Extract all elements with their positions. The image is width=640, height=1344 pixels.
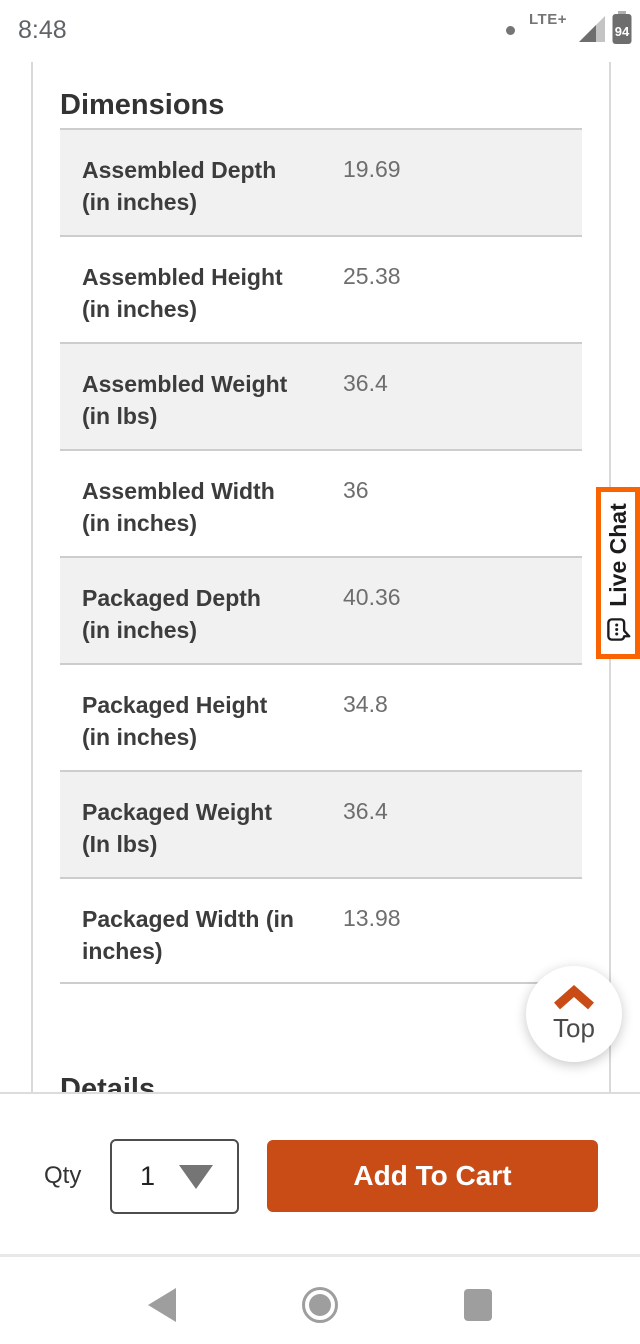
nav-recents-icon[interactable]	[464, 1289, 492, 1321]
live-chat-label: Live Chat	[604, 503, 631, 607]
spec-label: Packaged Height (in inches)	[82, 692, 268, 750]
table-row: Assembled Height (in inches) 25.38	[60, 235, 582, 342]
battery-percent: 94	[615, 24, 630, 39]
clock: 8:48	[18, 16, 67, 44]
table-row: Packaged Weight (In lbs) 36.4	[60, 770, 582, 877]
table-row: Packaged Width (in inches) 13.98	[60, 877, 582, 984]
spec-value: 25.38	[343, 263, 401, 289]
spec-label: Assembled Height (in inches)	[82, 264, 283, 322]
table-row: Packaged Height (in inches) 34.8	[60, 663, 582, 770]
chevron-up-icon	[554, 984, 594, 1009]
network-type-label: LTE+	[529, 11, 567, 28]
spec-label: Packaged Depth (in inches)	[82, 585, 261, 643]
spec-label: Assembled Depth (in inches)	[82, 157, 277, 215]
spec-value: 34.8	[343, 691, 388, 717]
quantity-dropdown[interactable]: 1	[110, 1139, 239, 1214]
dimensions-table: Assembled Depth (in inches) 19.69 Assemb…	[60, 128, 582, 984]
live-chat-button[interactable]: Live Chat	[596, 487, 640, 659]
table-row: Packaged Depth (in inches) 40.36	[60, 556, 582, 663]
battery-icon: 94	[612, 11, 632, 50]
qty-label: Qty	[44, 1162, 82, 1189]
dimensions-heading: Dimensions	[60, 89, 225, 122]
spec-label: Assembled Weight (in lbs)	[82, 371, 288, 429]
content-card-left-border	[31, 62, 33, 1092]
spec-value: 36.4	[343, 370, 388, 396]
spec-label: Packaged Width (in inches)	[82, 906, 294, 964]
nav-back-icon[interactable]	[148, 1288, 176, 1322]
signal-strength-icon	[579, 16, 605, 48]
spec-label: Assembled Width (in inches)	[82, 478, 275, 536]
notification-dot-icon	[506, 26, 515, 35]
spec-value: 36	[343, 477, 369, 503]
back-to-top-button[interactable]: Top	[526, 966, 622, 1062]
dropdown-caret-icon	[179, 1164, 214, 1189]
back-to-top-label: Top	[553, 1012, 595, 1043]
spec-value: 19.69	[343, 156, 401, 182]
status-bar: 8:48 LTE+ 94	[0, 0, 640, 62]
chat-bubble-icon	[606, 617, 630, 641]
quantity-value: 1	[140, 1161, 156, 1191]
nav-home-icon[interactable]	[300, 1285, 340, 1330]
table-row: Assembled Width (in inches) 36	[60, 449, 582, 556]
spec-value: 40.36	[343, 584, 401, 610]
spec-value: 13.98	[343, 905, 401, 931]
spec-value: 36.4	[343, 798, 388, 824]
spec-label: Packaged Weight (In lbs)	[82, 799, 273, 857]
add-to-cart-button[interactable]: Add To Cart	[267, 1140, 598, 1212]
table-row: Assembled Weight (in lbs) 36.4	[60, 342, 582, 449]
table-row: Assembled Depth (in inches) 19.69	[60, 128, 582, 235]
